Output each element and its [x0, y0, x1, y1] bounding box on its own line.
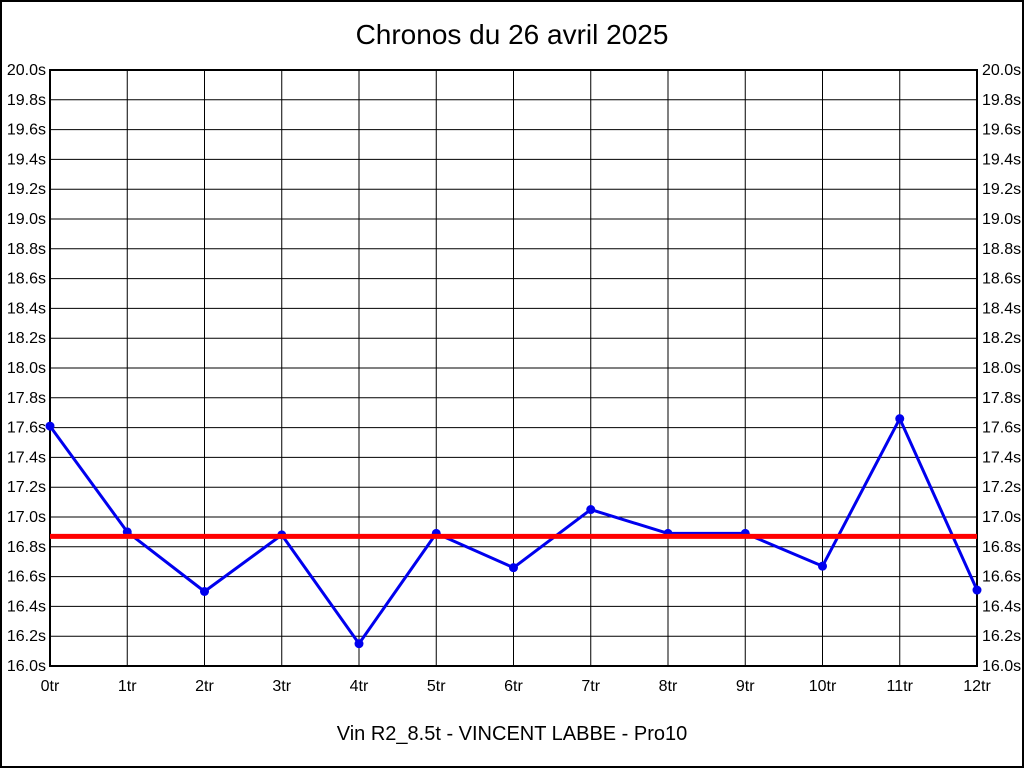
x-tick-label: 6tr: [504, 678, 523, 695]
y-tick-label-right: 16.8s: [982, 539, 1021, 556]
y-tick-label-right: 18.4s: [982, 300, 1021, 317]
y-tick-label-left: 17.6s: [7, 420, 46, 437]
data-point: [972, 585, 982, 595]
y-tick-label-left: 19.0s: [7, 211, 46, 228]
y-tick-label-right: 16.0s: [982, 658, 1021, 675]
y-tick-label-right: 18.6s: [982, 271, 1021, 288]
y-tick-label-right: 17.2s: [982, 479, 1021, 496]
y-tick-label-left: 16.4s: [7, 598, 46, 615]
x-tick-label: 10tr: [809, 678, 837, 695]
data-point: [586, 505, 596, 515]
y-tick-label-right: 19.0s: [982, 211, 1021, 228]
y-tick-label-right: 18.2s: [982, 330, 1021, 347]
y-tick-label-right: 19.6s: [982, 122, 1021, 139]
y-tick-label-left: 17.8s: [7, 390, 46, 407]
y-tick-label-right: 17.0s: [982, 509, 1021, 526]
y-tick-label-right: 18.8s: [982, 241, 1021, 258]
data-point: [45, 421, 55, 431]
y-tick-label-left: 19.2s: [7, 181, 46, 198]
y-tick-label-right: 20.0s: [982, 62, 1021, 79]
data-point: [200, 587, 209, 596]
y-tick-label-left: 19.6s: [7, 122, 46, 139]
y-tick-label-right: 17.8s: [982, 390, 1021, 407]
x-tick-label: 0tr: [41, 678, 60, 695]
plot-border: [49, 69, 978, 667]
y-tick-label-left: 18.2s: [7, 330, 46, 347]
y-tick-label-right: 18.0s: [982, 360, 1021, 377]
y-tick-label-right: 19.4s: [982, 151, 1021, 168]
x-tick-label: 12tr: [963, 678, 991, 695]
chart-title: Chronos du 26 avril 2025: [355, 19, 669, 50]
y-tick-label-left: 17.4s: [7, 449, 46, 466]
x-tick-label: 3tr: [272, 678, 291, 695]
data-point: [818, 561, 827, 571]
y-tick-label-right: 16.6s: [982, 569, 1021, 586]
y-tick-label-left: 19.8s: [7, 92, 46, 109]
series-lap-times: [45, 414, 982, 649]
x-tick-label: 11tr: [887, 678, 914, 695]
y-tick-label-left: 16.0s: [7, 658, 46, 675]
data-point: [895, 414, 905, 424]
y-tick-label-left: 18.4s: [7, 300, 46, 317]
y-tick-label-right: 17.4s: [982, 449, 1021, 466]
y-tick-label-right: 19.2s: [982, 181, 1021, 198]
y-tick-label-left: 16.8s: [7, 539, 46, 556]
y-tick-label-left: 18.6s: [7, 271, 46, 288]
x-tick-label: 9tr: [736, 678, 755, 695]
x-tick-label: 7tr: [581, 678, 600, 695]
y-tick-label-left: 16.6s: [7, 569, 46, 586]
y-tick-label-left: 18.8s: [7, 241, 46, 258]
y-tick-label-left: 17.0s: [7, 509, 46, 526]
x-tick-label: 8tr: [659, 678, 678, 695]
y-tick-label-right: 16.2s: [982, 628, 1021, 645]
data-point: [509, 563, 518, 573]
y-tick-label-left: 20.0s: [7, 62, 46, 79]
x-tick-label: 2tr: [195, 678, 214, 695]
chart-footer: Vin R2_8.5t - VINCENT LABBE - Pro10: [336, 723, 688, 745]
y-tick-label-right: 17.6s: [982, 420, 1021, 437]
grid: 16.0s 16.0s 16.2s 16.2s 16.4s 16.4s 16.6s 16.6s…: [7, 62, 1021, 695]
x-tick-label: 4tr: [350, 678, 369, 695]
y-tick-label-left: 16.2s: [7, 628, 46, 645]
y-tick-label-left: 19.4s: [7, 151, 46, 168]
data-point: [354, 639, 364, 649]
y-tick-label-right: 16.4s: [982, 598, 1021, 615]
x-tick-label: 1tr: [118, 678, 137, 695]
y-tick-label-left: 18.0s: [7, 360, 46, 377]
y-tick-label-right: 19.8s: [982, 92, 1021, 109]
x-tick-label: 5tr: [427, 678, 446, 695]
y-tick-label-left: 17.2s: [7, 479, 46, 496]
